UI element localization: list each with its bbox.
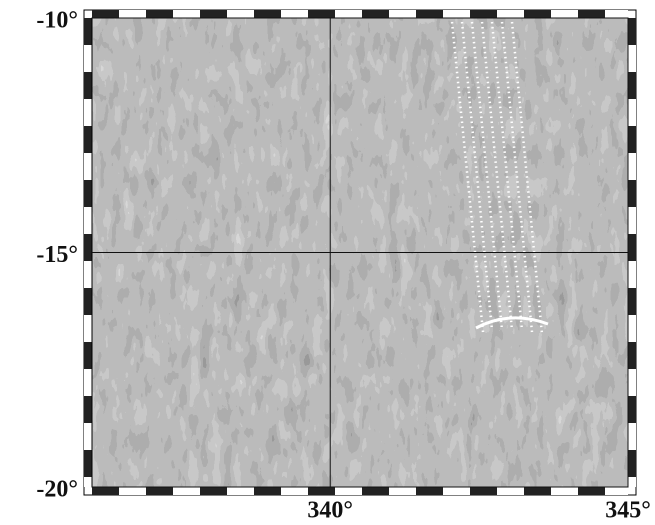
frame-segment: [84, 342, 92, 369]
frame-segment: [628, 396, 636, 423]
frame-segment: [524, 10, 551, 18]
map: 340° 345° -10° -15° -20°: [0, 0, 655, 525]
frame-segment: [628, 207, 636, 234]
frame-segment: [628, 450, 636, 477]
frame-segment: [628, 288, 636, 315]
frame-segment: [84, 99, 92, 126]
frame-segment: [84, 261, 92, 288]
frame-segment: [84, 72, 92, 99]
frame-segment: [84, 288, 92, 315]
frame-segment: [173, 487, 200, 495]
frame-segment: [200, 487, 227, 495]
frame-segment: [443, 10, 470, 18]
frame-segment: [84, 315, 92, 342]
frame-segment: [173, 10, 200, 18]
y-tick-label: -20°: [36, 477, 78, 503]
frame-segment: [628, 423, 636, 450]
frame-segment: [628, 234, 636, 261]
frame-segment: [84, 396, 92, 423]
frame-segment: [308, 487, 335, 495]
frame-segment: [119, 10, 146, 18]
frame-segment: [362, 487, 389, 495]
x-tick-label: 345°: [605, 498, 651, 524]
frame-segment: [335, 487, 362, 495]
frame-segment: [254, 10, 281, 18]
y-tick-label: -10°: [36, 8, 78, 34]
frame-segment: [416, 10, 443, 18]
frame-segment: [335, 10, 362, 18]
frame-segment: [605, 10, 628, 18]
frame-segment: [227, 10, 254, 18]
frame-segment: [84, 153, 92, 180]
frame-segment: [628, 369, 636, 396]
frame-segment: [308, 10, 335, 18]
frame-segment: [200, 10, 227, 18]
frame-segment: [551, 487, 578, 495]
frame-segment: [628, 477, 636, 487]
frame-segment: [281, 487, 308, 495]
frame-segment: [628, 342, 636, 369]
frame-segment: [119, 487, 146, 495]
frame-segment: [362, 10, 389, 18]
frame-segment: [497, 10, 524, 18]
frame-segment: [605, 487, 628, 495]
frame-segment: [628, 261, 636, 288]
frame-segment: [84, 18, 92, 45]
frame-segment: [389, 487, 416, 495]
frame-segment: [389, 10, 416, 18]
frame-segment: [92, 10, 119, 18]
frame-segment: [628, 315, 636, 342]
frame-segment: [84, 423, 92, 450]
frame-segment: [281, 10, 308, 18]
frame-segment: [524, 487, 551, 495]
frame-segment: [628, 99, 636, 126]
frame-segment: [92, 487, 119, 495]
x-tick-label: 340°: [307, 498, 353, 524]
frame-segment: [470, 487, 497, 495]
frame-segment: [628, 72, 636, 99]
frame-segment: [84, 450, 92, 477]
frame-segment: [628, 126, 636, 153]
frame-segment: [497, 487, 524, 495]
frame-segment: [84, 477, 92, 487]
frame-segment: [84, 207, 92, 234]
frame-segment: [416, 487, 443, 495]
frame-segment: [84, 45, 92, 72]
y-tick-label: -15°: [36, 242, 78, 268]
frame-segment: [84, 126, 92, 153]
frame-segment: [578, 10, 605, 18]
frame-segment: [227, 487, 254, 495]
frame-segment: [254, 487, 281, 495]
frame-segment: [443, 487, 470, 495]
frame-segment: [628, 153, 636, 180]
frame-segment: [146, 487, 173, 495]
frame-segment: [84, 369, 92, 396]
frame-segment: [84, 234, 92, 261]
frame-segment: [628, 18, 636, 45]
frame-segment: [628, 180, 636, 207]
frame-segment: [146, 10, 173, 18]
frame-segment: [578, 487, 605, 495]
frame-segment: [551, 10, 578, 18]
frame-segment: [470, 10, 497, 18]
frame-segment: [628, 45, 636, 72]
frame-segment: [84, 180, 92, 207]
